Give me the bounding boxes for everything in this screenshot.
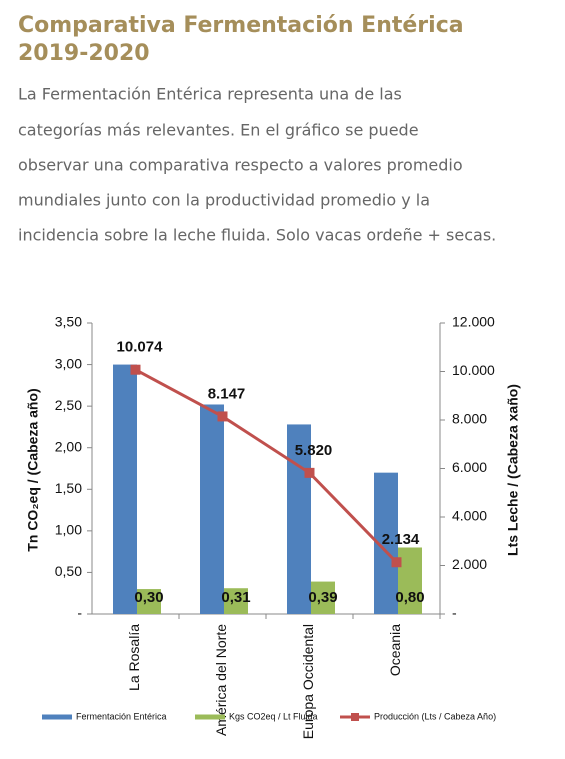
paragraph-line: observar una comparativa respecto a valo… [18, 156, 463, 175]
paragraph-line: categorías más relevantes. En el gráfico… [18, 121, 419, 140]
data-label: 0,39 [308, 589, 337, 606]
y2-tick-label: 8.000 [452, 411, 487, 427]
data-label: 8.147 [208, 385, 246, 402]
data-label: 2.134 [382, 531, 420, 548]
x-tick-label: Oceania [387, 624, 403, 676]
bar [113, 364, 137, 614]
data-label: 5.820 [295, 442, 333, 459]
y-tick-label: 1,00 [55, 522, 82, 538]
data-label: 10.074 [117, 339, 164, 356]
x-tick-label: Europa Occidental [300, 624, 316, 739]
y-axis-label: Tn CO₂eq / (Cabeza año) [25, 388, 41, 551]
y2-tick-label: 10.000 [452, 362, 495, 378]
bar [398, 547, 422, 614]
y-tick-label: 2,00 [55, 438, 82, 454]
bar [137, 589, 161, 614]
line [134, 368, 398, 564]
legend-label: Fermentación Entérica [76, 711, 167, 721]
y-tick-label: 1,50 [55, 480, 82, 496]
x-tick-label: América del Norte [213, 624, 229, 736]
y2-tick-label: 2.000 [452, 556, 487, 572]
y2-axis-label: Lts Leche / (Cabeza xaño) [505, 384, 521, 556]
bar [311, 581, 335, 614]
y-tick-label: 3,50 [55, 314, 82, 330]
bar [287, 424, 311, 614]
line-marker [130, 364, 141, 375]
x-tick-label: La Rosalía [126, 624, 142, 691]
y-tick-label: 2,50 [55, 397, 82, 413]
y-tick-label: 0,50 [55, 563, 82, 579]
paragraph-line: mundiales junto con la productividad pro… [18, 191, 430, 210]
line-marker [217, 411, 228, 422]
y2-tick-label: 12.000 [452, 314, 495, 330]
legend-marker [351, 713, 359, 721]
bar [224, 588, 248, 614]
paragraph-line: incidencia sobre la leche fluida. Solo v… [18, 226, 496, 245]
line-marker [391, 557, 402, 568]
title-line: 2019-2020 [18, 41, 150, 66]
bar [200, 404, 224, 614]
line-marker [304, 467, 315, 478]
y2-tick-label: 6.000 [452, 459, 487, 475]
data-label: 0,80 [395, 589, 424, 606]
y2-tick-label: - [452, 605, 457, 621]
paragraph-line: La Fermentación Entérica representa una … [18, 85, 402, 104]
title-line: Comparativa Fermentación Entérica [18, 13, 464, 38]
y-tick-label: - [77, 605, 82, 621]
legend-label: Producción (Lts / Cabeza Año) [374, 711, 496, 721]
data-label: 0,31 [221, 589, 250, 606]
y2-tick-label: 4.000 [452, 508, 487, 524]
legend-label: Kgs CO2eq / Lt Fluida [229, 711, 318, 721]
y-tick-label: 3,00 [55, 355, 82, 371]
data-label: 0,30 [134, 589, 163, 606]
